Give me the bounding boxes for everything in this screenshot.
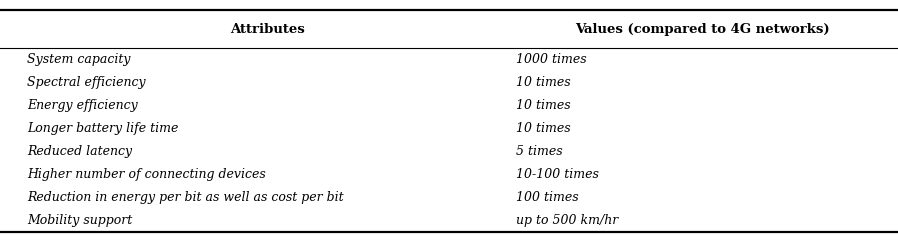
Text: 10-100 times: 10-100 times [516,168,599,181]
Text: Values (compared to 4G networks): Values (compared to 4G networks) [576,23,830,36]
Text: 10 times: 10 times [516,99,571,112]
Text: Reduced latency: Reduced latency [27,145,132,158]
Text: Reduction in energy per bit as well as cost per bit: Reduction in energy per bit as well as c… [27,191,344,204]
Text: 10 times: 10 times [516,76,571,89]
Text: System capacity: System capacity [27,53,130,66]
Text: Spectral efficiency: Spectral efficiency [27,76,145,89]
Text: Energy efficiency: Energy efficiency [27,99,137,112]
Text: Mobility support: Mobility support [27,214,132,227]
Text: Attributes: Attributes [230,23,304,36]
Text: 5 times: 5 times [516,145,563,158]
Text: 100 times: 100 times [516,191,579,204]
Text: Higher number of connecting devices: Higher number of connecting devices [27,168,266,181]
Text: 1000 times: 1000 times [516,53,587,66]
Text: Longer battery life time: Longer battery life time [27,122,179,135]
Text: 10 times: 10 times [516,122,571,135]
Text: up to 500 km/hr: up to 500 km/hr [516,214,619,227]
